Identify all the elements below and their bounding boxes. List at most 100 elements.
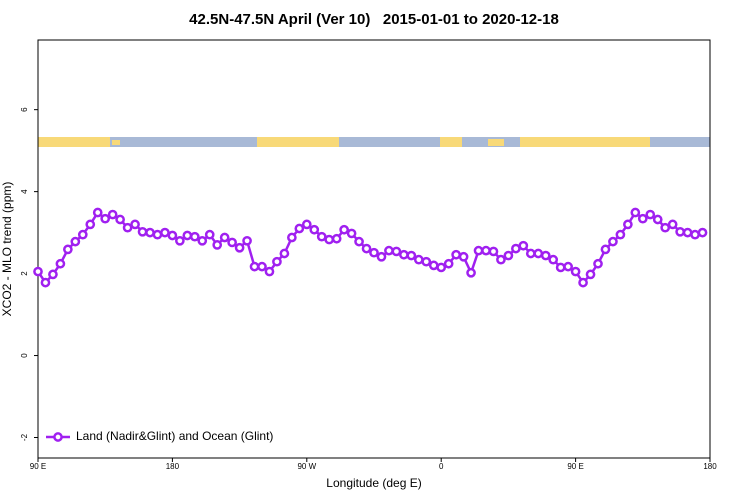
point — [637, 213, 648, 224]
point — [107, 209, 118, 220]
point — [77, 229, 88, 240]
point — [458, 251, 469, 262]
y-tick-label: 4 — [20, 189, 29, 194]
point — [257, 261, 267, 272]
point — [346, 228, 357, 239]
point — [175, 235, 185, 246]
land-band — [112, 140, 120, 145]
point — [33, 266, 43, 277]
y-tick-label: 6 — [20, 107, 29, 112]
point — [122, 222, 133, 233]
x-tick-label: 180 — [166, 462, 180, 471]
point — [40, 277, 51, 288]
y-axis-label: XCO2 - MLO trend (ppm) — [0, 182, 14, 317]
point — [249, 261, 260, 272]
point — [645, 209, 656, 220]
point — [361, 243, 372, 254]
point — [272, 256, 282, 267]
land-band — [440, 137, 462, 147]
point — [675, 226, 685, 237]
point — [525, 248, 536, 259]
point — [473, 245, 484, 256]
legend-marker — [53, 432, 63, 442]
point — [406, 250, 417, 261]
point — [63, 244, 73, 255]
point — [264, 266, 275, 277]
point — [615, 229, 626, 240]
point — [55, 258, 66, 269]
point — [481, 245, 491, 256]
legend-label: Land (Nadir&Glint) and Ocean (Glint) — [76, 429, 273, 443]
point — [600, 244, 611, 255]
point — [623, 219, 633, 230]
x-tick-label: 90 E — [567, 462, 583, 471]
point — [137, 226, 148, 237]
point — [369, 247, 379, 258]
point — [451, 249, 461, 260]
point — [555, 262, 566, 273]
land-band — [488, 139, 504, 146]
point — [652, 214, 663, 225]
point — [570, 266, 581, 277]
point — [100, 213, 111, 224]
point — [391, 246, 402, 257]
point — [488, 246, 499, 257]
point — [697, 227, 708, 238]
point — [413, 254, 424, 265]
point — [234, 242, 245, 253]
point — [316, 231, 327, 242]
point — [219, 232, 230, 243]
point — [197, 235, 208, 246]
point — [145, 227, 155, 238]
point — [667, 219, 678, 230]
land-band — [257, 137, 339, 147]
x-tick-label: 180 — [703, 462, 717, 471]
point — [690, 229, 700, 240]
point — [630, 207, 641, 218]
point — [130, 219, 140, 230]
point — [204, 229, 215, 240]
point — [301, 219, 312, 230]
point — [384, 245, 394, 256]
point — [48, 269, 58, 280]
point — [160, 227, 170, 238]
x-axis-label: Longitude (deg E) — [326, 476, 421, 490]
point — [443, 258, 454, 269]
point — [585, 269, 596, 280]
y-tick-label: -2 — [20, 433, 29, 441]
point — [354, 236, 364, 247]
point — [189, 231, 200, 242]
x-tick-label: 90 E — [30, 462, 46, 471]
point — [593, 258, 603, 269]
point — [279, 248, 290, 259]
point — [294, 223, 305, 234]
point — [518, 240, 529, 251]
point — [331, 233, 342, 244]
point — [578, 277, 588, 288]
land-band — [38, 137, 110, 147]
point — [324, 234, 335, 245]
point — [466, 267, 476, 278]
y-tick-label: 0 — [20, 353, 29, 358]
point — [115, 214, 125, 225]
x-tick-label: 0 — [439, 462, 444, 471]
point — [540, 250, 551, 261]
ocean-band — [38, 137, 710, 147]
point — [167, 230, 178, 241]
point — [563, 261, 573, 272]
point — [660, 222, 671, 233]
point — [182, 230, 193, 241]
plot-frame — [37, 39, 711, 459]
point — [70, 236, 81, 247]
point — [339, 224, 349, 235]
point — [428, 260, 439, 271]
point — [548, 254, 559, 265]
land-ocean-strip — [38, 137, 710, 147]
point — [212, 240, 223, 250]
point — [503, 250, 514, 261]
point — [85, 219, 96, 230]
point — [376, 251, 387, 262]
point — [608, 236, 618, 247]
point — [496, 254, 506, 265]
